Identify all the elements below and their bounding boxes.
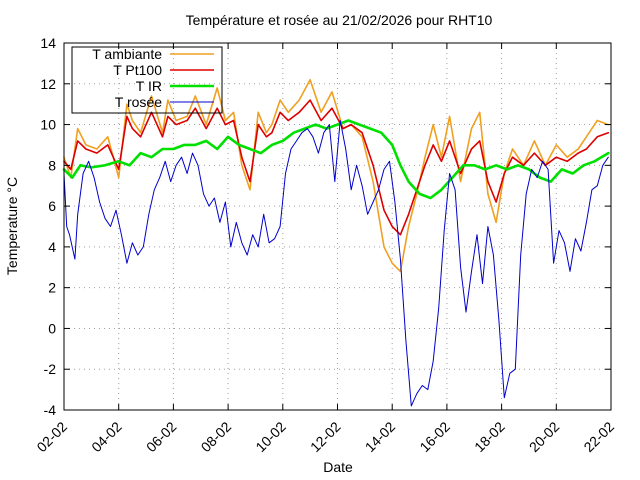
y-tick-label: 0 xyxy=(48,320,56,336)
y-tick-label: 4 xyxy=(48,239,56,255)
legend-box xyxy=(71,46,223,114)
y-axis-label: Temperature °C xyxy=(4,177,20,275)
y-tick-label: -4 xyxy=(44,402,57,418)
series-line-t-ros-e xyxy=(63,120,609,407)
y-tick-label: 14 xyxy=(40,35,56,51)
x-tick-label: 02-02 xyxy=(33,418,70,455)
y-tick-label: 10 xyxy=(40,117,56,133)
x-tick-label: 04-02 xyxy=(88,418,125,455)
x-tick-label: 18-02 xyxy=(471,418,508,455)
y-tick-label: 2 xyxy=(48,280,56,296)
x-tick-label: 22-02 xyxy=(580,418,617,455)
x-tick-label: 10-02 xyxy=(252,418,289,455)
x-tick-label: 14-02 xyxy=(362,418,399,455)
legend-label: T rosée xyxy=(115,94,162,110)
x-tick-label: 06-02 xyxy=(143,418,180,455)
x-tick-label: 12-02 xyxy=(307,418,344,455)
y-tick-label: 6 xyxy=(48,198,56,214)
x-tick-label: 16-02 xyxy=(416,418,453,455)
series-line-t-pt100 xyxy=(63,99,610,236)
grid xyxy=(64,43,611,410)
x-axis-label: Date xyxy=(323,459,353,475)
chart-title: Température et rosée au 21/02/2026 pour … xyxy=(186,12,493,28)
legend-label: T IR xyxy=(136,78,162,94)
series-lines xyxy=(62,78,610,407)
y-tick-label: -2 xyxy=(44,361,57,377)
legend-label: T Pt100 xyxy=(113,62,162,78)
x-tick-label: 20-02 xyxy=(526,418,563,455)
y-tick-label: 12 xyxy=(40,76,56,92)
series-line-t-ir xyxy=(62,119,610,200)
x-tick-label: 08-02 xyxy=(198,418,235,455)
y-tick-label: 8 xyxy=(48,157,56,173)
legend-label: T ambiante xyxy=(92,46,162,62)
